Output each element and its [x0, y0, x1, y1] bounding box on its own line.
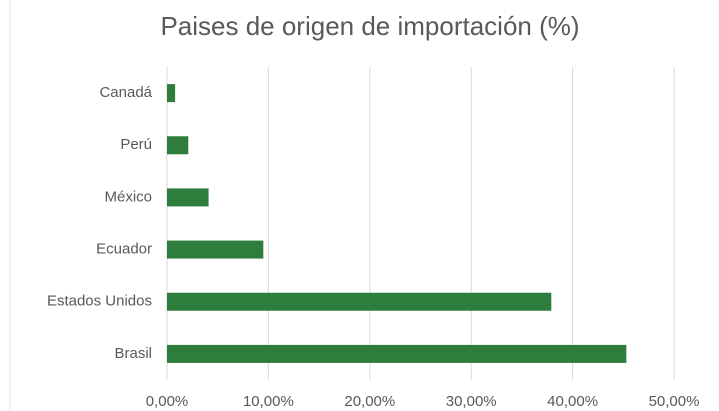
bar: [167, 292, 552, 311]
y-tick-label: Perú: [120, 136, 152, 153]
chart-title: Paises de origen de importación (%): [160, 11, 579, 41]
bar: [167, 240, 264, 259]
x-tick-label: 30,00%: [446, 393, 497, 410]
bar: [167, 188, 209, 207]
x-tick-label: 50,00%: [649, 393, 700, 410]
y-tick-label: Canadá: [99, 84, 152, 101]
y-tick-label: Estados Unidos: [47, 293, 152, 310]
bar: [167, 344, 627, 363]
x-tick-label: 10,00%: [243, 393, 294, 410]
bar: [167, 136, 189, 155]
y-tick-label: México: [104, 188, 152, 205]
x-tick-label: 20,00%: [344, 393, 395, 410]
bar: [167, 84, 176, 103]
y-tick-label: Ecuador: [96, 241, 152, 258]
y-tick-label: Brasil: [114, 345, 152, 362]
x-tick-label: 0,00%: [146, 393, 189, 410]
x-tick-label: 40,00%: [547, 393, 598, 410]
